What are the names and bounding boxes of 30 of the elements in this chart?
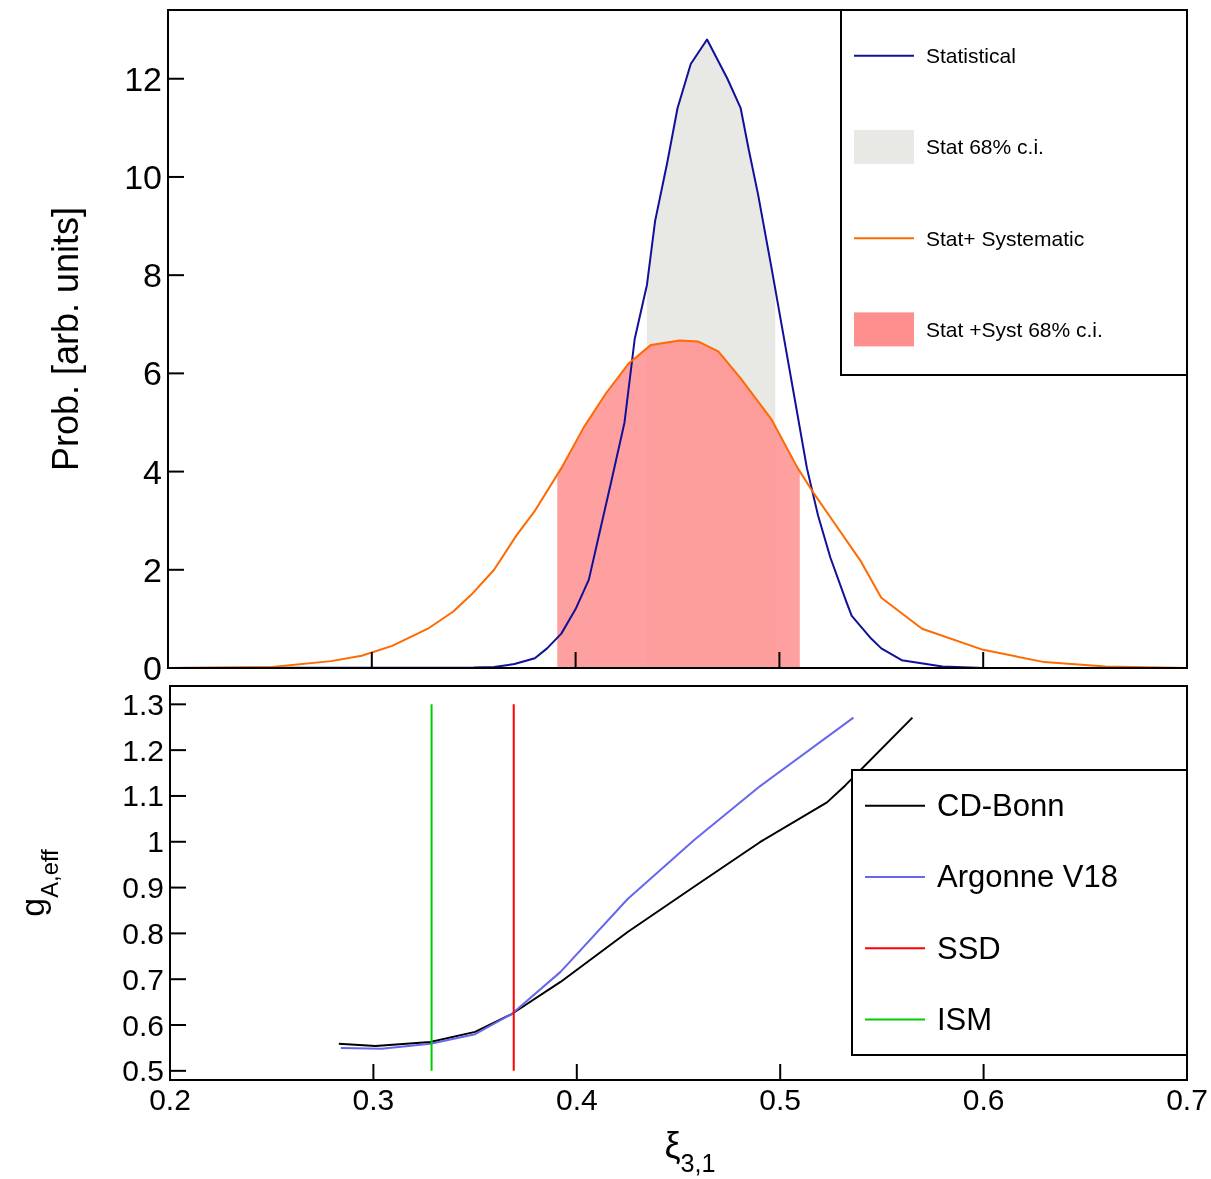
legend-label: Stat 68% c.i. [926, 135, 1044, 159]
y-tick-label: 0.7 [122, 962, 164, 996]
legend-label: Argonne V18 [937, 859, 1118, 895]
x-tick-label: 0.6 [962, 1082, 1005, 1116]
y-tick-label: 2 [143, 550, 162, 589]
y-tick-label: 10 [124, 157, 162, 196]
legend-label: Stat +Syst 68% c.i. [926, 317, 1103, 341]
x-tick-label: 0.4 [555, 1082, 598, 1116]
legend-label: CD-Bonn [937, 788, 1065, 824]
y-tick-label: 0 [143, 649, 162, 687]
legend-label: Statistical [926, 44, 1016, 68]
y-tick-label: 0.8 [122, 916, 164, 950]
y-tick-label: 1.3 [122, 687, 164, 721]
y-tick-label: 1.1 [122, 779, 164, 813]
y-tick-label: 1 [147, 825, 164, 859]
x-tick-label: 0.5 [759, 1082, 802, 1116]
y-axis-title: Prob. [arb. units] [45, 206, 86, 472]
y-tick-label: 6 [143, 354, 162, 393]
y-tick-label: 8 [143, 256, 162, 295]
x-tick-label: 0.3 [352, 1082, 395, 1116]
y-tick-label: 1.2 [122, 733, 164, 767]
y-tick-label: 0.6 [122, 1008, 164, 1042]
legend-label: Stat+ Systematic [926, 226, 1085, 250]
x-axis-title: ξ$_{3,1}$ [664, 1125, 716, 1177]
y-tick-label: 0.9 [122, 871, 164, 905]
y-tick-label: 4 [143, 452, 162, 491]
x-tick-label: 0.7 [1166, 1082, 1208, 1116]
legend-label: SSD [937, 930, 1001, 966]
legend-label: ISM [937, 1001, 993, 1037]
y-tick-label: 12 [124, 59, 162, 98]
